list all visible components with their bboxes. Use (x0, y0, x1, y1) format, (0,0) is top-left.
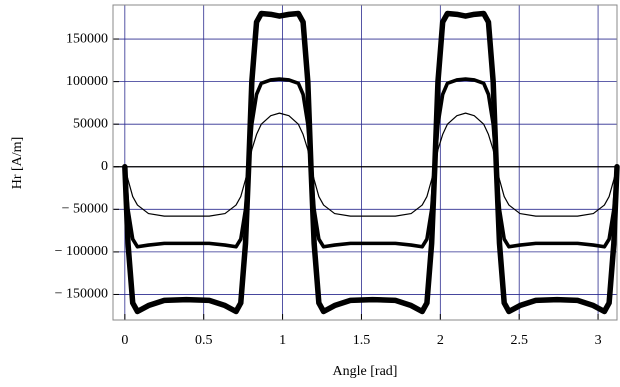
x-axis-label: Angle [rad] (333, 364, 398, 379)
x-tick-label: 1.5 (353, 333, 371, 348)
plot-frame (112, 4, 618, 321)
y-tick-label: 100000 (66, 74, 108, 89)
y-tick-label: − 150000 (55, 287, 108, 302)
x-tick-label: 2.5 (510, 333, 528, 348)
y-tick-label: 50000 (73, 116, 108, 131)
x-tick-label: 0.5 (195, 333, 213, 348)
line-series (124, 112, 618, 217)
x-tick-label: 3 (595, 333, 602, 348)
y-tick-label: − 50000 (62, 202, 108, 217)
y-axis-label: Hr [A/m] (10, 137, 25, 190)
line-series (122, 10, 620, 315)
x-tick-label: 1 (279, 333, 286, 348)
line-series (123, 77, 619, 249)
y-tick-label: 150000 (66, 31, 108, 46)
y-tick-label: 0 (101, 159, 108, 174)
x-tick-label: 2 (437, 333, 444, 348)
x-tick-label: 0 (121, 333, 128, 348)
y-tick-label: − 100000 (55, 244, 108, 259)
